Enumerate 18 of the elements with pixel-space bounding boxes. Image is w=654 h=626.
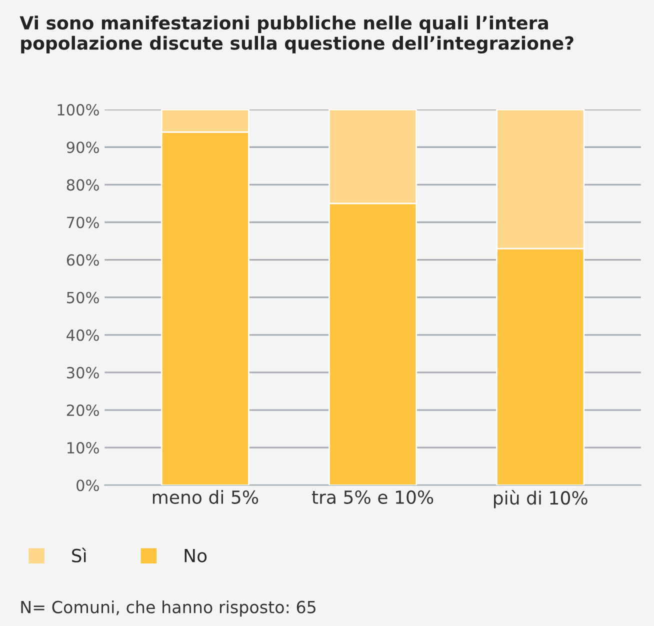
y-tick-label: 20%	[66, 404, 99, 416]
x-tick-label: più di 10%	[494, 490, 588, 508]
y-tick-label: 70%	[67, 216, 99, 228]
legend-label: No	[184, 549, 207, 562]
x-tick-label: meno di 5%	[152, 490, 258, 504]
legend-label: Sì	[72, 548, 86, 562]
y-tick-label: 90%	[66, 142, 99, 154]
y-tick-label: 0%	[76, 480, 99, 492]
x-tick-label: tra 5% e 10%	[312, 490, 434, 504]
y-tick-label: 40%	[66, 329, 99, 341]
y-tick-label: 80%	[66, 179, 99, 191]
y-tick-label: 10%	[68, 442, 99, 454]
chart-title: Vi sono manifestazioni pubbliche nelle quali l’intera popolazione discute sulla questione dell’integrazione?	[20, 16, 574, 54]
y-tick-label: 60%	[66, 254, 99, 266]
text: N= Comuni, che hanno risposto: 65	[21, 600, 316, 617]
y-tick-label: 100%	[58, 104, 99, 116]
y-tick-label: 30%	[66, 366, 99, 378]
y-tick-label: 50%	[67, 292, 99, 304]
